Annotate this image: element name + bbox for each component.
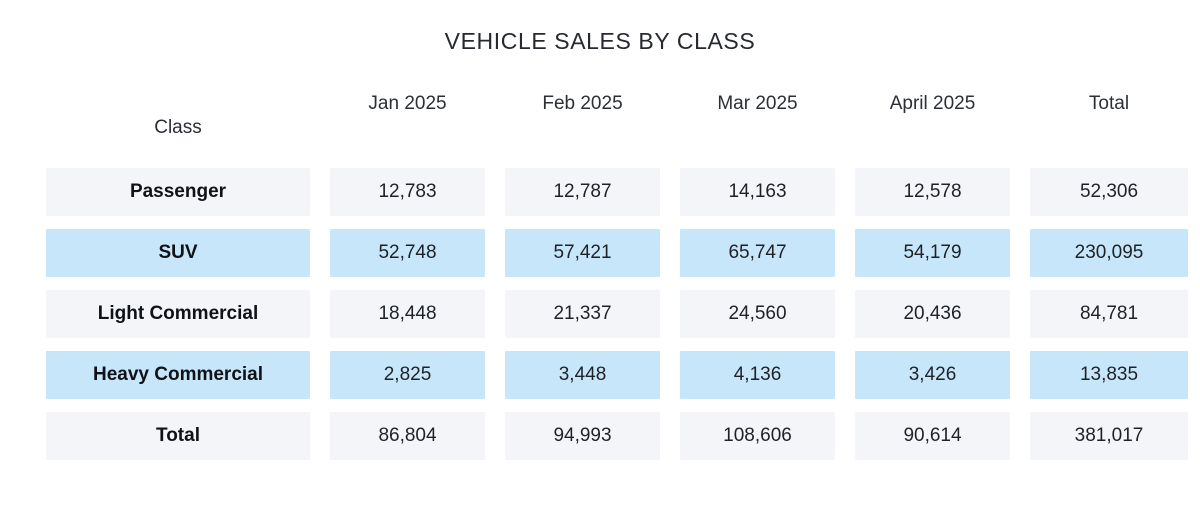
row-label: Passenger [46, 168, 310, 216]
cell-value: 24,560 [680, 290, 835, 338]
cell-value: 86,804 [330, 412, 485, 460]
column-header-total: Total [1088, 93, 1130, 114]
cell-value: 90,614 [855, 412, 1010, 460]
cell-value: 14,163 [680, 168, 835, 216]
table-row-total: Total 86,804 94,993 108,606 90,614 381,0… [46, 412, 1188, 460]
cell-total-value: 230,095 [1030, 229, 1188, 277]
cell-value: 94,993 [505, 412, 660, 460]
cell-value: 12,783 [330, 168, 485, 216]
cell-value: 3,426 [855, 351, 1010, 399]
cell-value: 20,436 [855, 290, 1010, 338]
cell-value: 65,747 [680, 229, 835, 277]
column-header-april-2025: April 2025 [889, 93, 976, 114]
vehicle-sales-table-page: VEHICLE SALES BY CLASS Class Jan 2025 Fe… [0, 28, 1200, 514]
column-header-jan-2025: Jan 2025 [368, 93, 447, 114]
table-row-suv: SUV 52,748 57,421 65,747 54,179 230,095 [46, 229, 1188, 277]
table-row-heavy-commercial: Heavy Commercial 2,825 3,448 4,136 3,426… [46, 351, 1188, 399]
row-label: Total [46, 412, 310, 460]
row-label: Heavy Commercial [46, 351, 310, 399]
cell-value: 2,825 [330, 351, 485, 399]
table-header-row: Class Jan 2025 Feb 2025 Mar 2025 April 2… [46, 91, 1188, 143]
cell-total-value: 381,017 [1030, 412, 1188, 460]
row-label: Light Commercial [46, 290, 310, 338]
cell-value: 18,448 [330, 290, 485, 338]
cell-value: 57,421 [505, 229, 660, 277]
column-header-mar-2025: Mar 2025 [717, 93, 798, 114]
cell-value: 12,787 [505, 168, 660, 216]
column-header-feb-2025: Feb 2025 [542, 93, 623, 114]
cell-value: 52,748 [330, 229, 485, 277]
cell-value: 4,136 [680, 351, 835, 399]
table-row-passenger: Passenger 12,783 12,787 14,163 12,578 52… [46, 168, 1188, 216]
table-body: Passenger 12,783 12,787 14,163 12,578 52… [0, 168, 1200, 460]
cell-value: 108,606 [680, 412, 835, 460]
page-title: VEHICLE SALES BY CLASS [444, 28, 756, 54]
table-row-light-commercial: Light Commercial 18,448 21,337 24,560 20… [46, 290, 1188, 338]
cell-value: 3,448 [505, 351, 660, 399]
cell-value: 12,578 [855, 168, 1010, 216]
cell-total-value: 84,781 [1030, 290, 1188, 338]
cell-total-value: 52,306 [1030, 168, 1188, 216]
cell-value: 21,337 [505, 290, 660, 338]
row-label: SUV [46, 229, 310, 277]
column-header-class: Class [154, 117, 202, 138]
cell-total-value: 13,835 [1030, 351, 1188, 399]
cell-value: 54,179 [855, 229, 1010, 277]
